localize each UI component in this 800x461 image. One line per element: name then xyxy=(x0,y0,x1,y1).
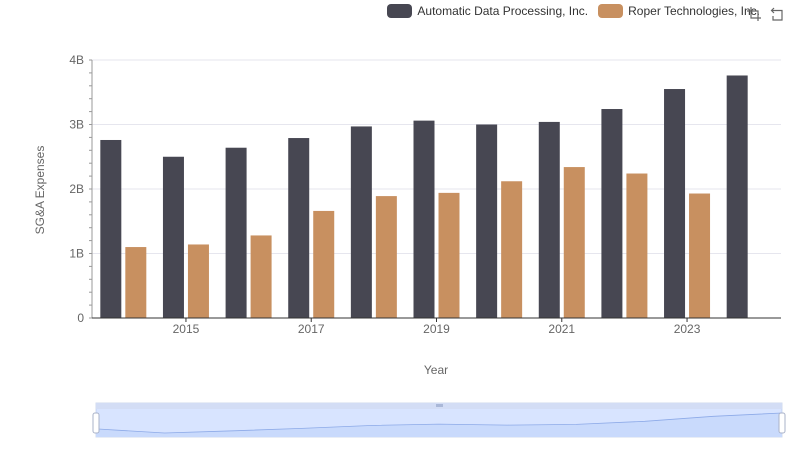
x-tick-label: 2023 xyxy=(674,322,701,336)
legend-label-roper: Roper Technologies, Inc. xyxy=(628,4,760,18)
legend-swatch-adp xyxy=(387,4,413,18)
x-tick-label: 2017 xyxy=(298,322,325,336)
axes: 0 1B 2B 3B 4B 2015 2017 2019 2021 2023 xyxy=(69,53,781,336)
y-tick-label: 1B xyxy=(69,247,84,261)
bar-roper-2015 xyxy=(187,244,209,318)
data-zoom-slider[interactable] xyxy=(92,402,786,438)
bar-adp-2024 xyxy=(726,75,748,318)
y-tick-label: 3B xyxy=(69,118,84,132)
bar-roper-2023 xyxy=(689,193,711,318)
x-tick-label: 2019 xyxy=(423,322,450,336)
zoom-icon[interactable] xyxy=(746,6,762,22)
bar-adp-2017 xyxy=(288,138,310,318)
y-tick-label: 4B xyxy=(69,53,84,67)
restore-icon[interactable] xyxy=(770,6,786,22)
bar-adp-2015 xyxy=(162,156,184,318)
zoom-handle-left xyxy=(92,412,100,434)
bar-adp-2022 xyxy=(601,109,623,319)
x-tick-label: 2021 xyxy=(548,322,575,336)
legend-item-roper[interactable]: Roper Technologies, Inc. xyxy=(598,4,760,18)
legend-label-adp: Automatic Data Processing, Inc. xyxy=(417,4,589,18)
x-axis-title: Year xyxy=(424,363,448,377)
bars[interactable] xyxy=(100,75,748,319)
bar-roper-2020 xyxy=(501,181,523,318)
x-tick-label: 2015 xyxy=(173,322,200,336)
zoom-handle-right xyxy=(778,412,786,434)
legend-swatch-roper xyxy=(598,4,624,18)
bar-roper-2017 xyxy=(313,210,335,318)
zoom-shadow-line xyxy=(95,412,783,434)
bar-adp-2021 xyxy=(538,121,560,318)
y-tick-label: 2B xyxy=(69,182,84,196)
bar-adp-2016 xyxy=(225,147,247,318)
bar-adp-2023 xyxy=(664,89,686,319)
bar-adp-2014 xyxy=(100,139,122,318)
legend-item-adp[interactable]: Automatic Data Processing, Inc. xyxy=(387,4,588,18)
zoom-move-grip xyxy=(436,404,443,407)
bar-roper-2019 xyxy=(438,192,460,318)
bar-roper-2016 xyxy=(250,235,272,318)
y-tick-label: 0 xyxy=(77,311,84,325)
bar-adp-2018 xyxy=(350,126,372,318)
bar-adp-2020 xyxy=(476,124,498,318)
toolbox xyxy=(746,6,786,22)
legend: Automatic Data Processing, Inc. Roper Te… xyxy=(387,4,760,18)
bar-roper-2021 xyxy=(563,167,585,318)
bar-adp-2019 xyxy=(413,120,435,318)
zoom-shadow-area xyxy=(96,413,782,437)
bar-roper-2018 xyxy=(375,196,397,318)
bar-roper-2022 xyxy=(626,173,648,318)
y-axis-title: SG&A Expenses xyxy=(33,146,47,235)
bar-roper-2014 xyxy=(125,247,147,318)
